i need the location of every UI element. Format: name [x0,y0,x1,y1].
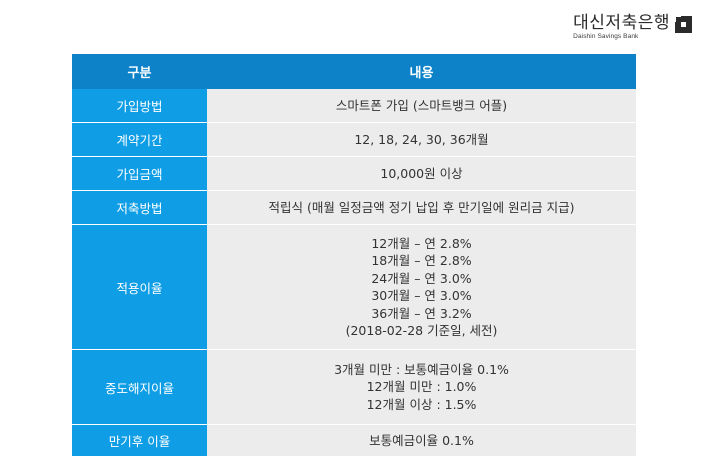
table-row: 적용이율 12개월 – 연 2.8% 18개월 – 연 2.8% 24개월 – … [72,224,636,350]
row-value-saving-method: 적립식 (매월 일정금액 정기 납입 후 만기일에 원리금 지급) [207,190,636,225]
logo-name-english: Daishin Savings Bank [573,33,639,40]
table-row: 가입방법 스마트폰 가입 (스마트뱅크 어플) [72,89,636,123]
value-line: 12개월 – 연 2.8% [371,235,472,251]
value-line: 18개월 – 연 2.8% [371,253,472,268]
logo-name-korean: 대신저축은행 [573,13,670,33]
row-label-contract-period: 계약기간 [72,122,207,157]
row-label-join-method: 가입방법 [72,89,207,123]
daishin-logo-mark-icon [675,16,692,37]
value-line: 24개월 – 연 3.0% [371,270,472,286]
row-label-early-termination-rate: 중도해지이율 [72,349,207,425]
product-info-table-container: 구분 내용 가입방법 스마트폰 가입 (스마트뱅크 어플) 계약기간 12, 1… [72,54,636,457]
value-line: 12개월 이상 : 1.5% [366,396,477,412]
value-line: 보통예금이율 0.1% [369,432,474,448]
table-row: 중도해지이율 3개월 미만 : 보통예금이율 0.1% 12개월 미만 : 1.… [72,349,636,425]
value-line: 스마트폰 가입 (스마트뱅크 어플) [335,97,508,113]
row-label-applied-rate: 적용이율 [72,224,207,350]
header-category: 구분 [72,54,207,89]
value-line: 3개월 미만 : 보통예금이율 0.1% [334,361,509,377]
row-value-post-maturity-rate: 보통예금이율 0.1% [207,424,636,457]
value-line: (2018-02-28 기준일, 세전) [345,323,498,338]
logo-text: 대신저축은행 Daishin Savings Bank [573,13,670,41]
value-line: 30개월 – 연 3.0% [371,288,472,303]
row-value-join-amount: 10,000원 이상 [207,156,636,191]
row-value-early-termination-rate: 3개월 미만 : 보통예금이율 0.1% 12개월 미만 : 1.0% 12개월… [207,349,636,425]
row-value-contract-period: 12, 18, 24, 30, 36개월 [207,122,636,157]
table-row: 가입금액 10,000원 이상 [72,156,636,191]
product-info-table: 구분 내용 가입방법 스마트폰 가입 (스마트뱅크 어플) 계약기간 12, 1… [72,54,636,457]
row-label-saving-method: 저축방법 [72,190,207,225]
header-content: 내용 [207,54,636,89]
row-value-join-method: 스마트폰 가입 (스마트뱅크 어플) [207,89,636,123]
value-line: 12, 18, 24, 30, 36개월 [354,131,489,147]
bank-logo: 대신저축은행 Daishin Savings Bank [573,13,692,41]
row-value-applied-rate: 12개월 – 연 2.8% 18개월 – 연 2.8% 24개월 – 연 3.0… [207,224,636,350]
table-header-row: 구분 내용 [72,54,636,89]
value-line: 12개월 미만 : 1.0% [366,379,477,395]
value-line: 36개월 – 연 3.2% [371,305,472,321]
table-row: 저축방법 적립식 (매월 일정금액 정기 납입 후 만기일에 원리금 지급) [72,190,636,225]
value-line: 10,000원 이상 [380,165,463,181]
table-row: 만기후 이율 보통예금이율 0.1% [72,424,636,457]
table-row: 계약기간 12, 18, 24, 30, 36개월 [72,122,636,157]
row-label-post-maturity-rate: 만기후 이율 [72,424,207,457]
value-line: 적립식 (매월 일정금액 정기 납입 후 만기일에 원리금 지급) [268,199,575,215]
row-label-join-amount: 가입금액 [72,156,207,191]
